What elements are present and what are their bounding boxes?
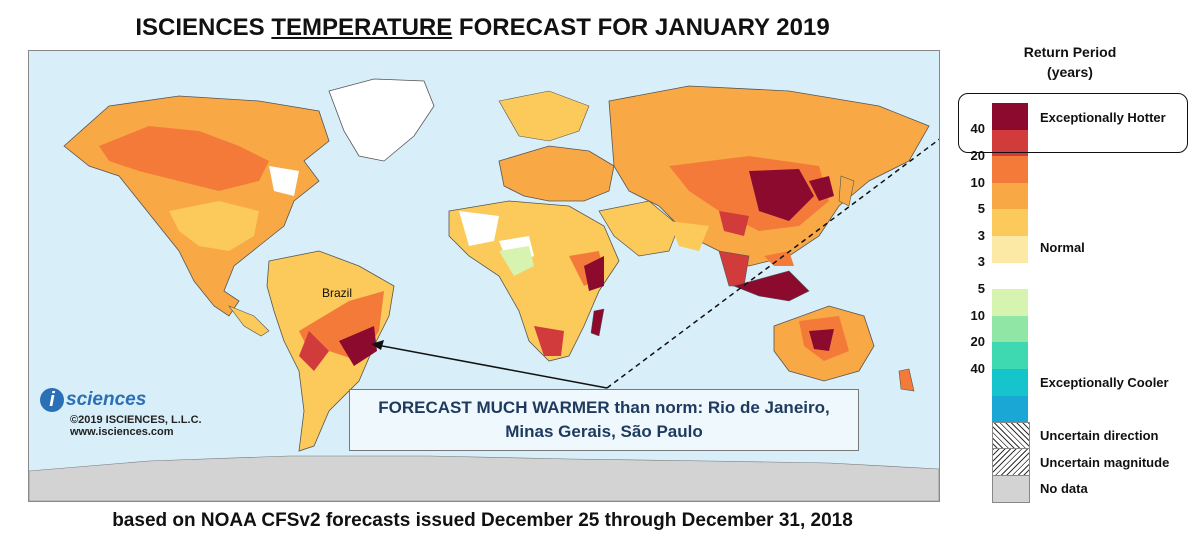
legend-swatch [992, 289, 1028, 316]
legend-swatch [992, 395, 1028, 423]
logo-i-icon: i [40, 388, 64, 412]
legend-tick: 20 [970, 148, 985, 163]
map-title: ISCIENCES TEMPERATURE FORECAST FOR JANUA… [135, 14, 830, 41]
legend-swatch [992, 156, 1028, 183]
world-map-graphic [29, 78, 939, 501]
solid-arrow [376, 344, 608, 389]
website-url: www.isciences.com [70, 426, 174, 438]
legend-color-scale [992, 103, 1028, 449]
no-data-swatch [992, 475, 1030, 503]
legend-tick: 20 [970, 334, 985, 349]
legend-swatch [992, 182, 1028, 210]
isciences-logo: i sciences ©2019 ISCIENCES, L.L.C. www.i… [40, 388, 240, 438]
legend-tick: 5 [977, 281, 985, 296]
legend-tick: 3 [977, 254, 985, 269]
legend-label-hot: Exceptionally Hotter [1040, 110, 1166, 125]
world-map [28, 50, 940, 502]
legend-highlight-box [958, 93, 1188, 153]
legend-swatch [992, 209, 1028, 236]
legend-swatch [992, 368, 1028, 396]
legend-swatch [992, 342, 1028, 369]
logo-wordmark: sciences [66, 389, 147, 410]
copyright-text: ©2019 ISCIENCES, L.L.C. [70, 414, 202, 426]
legend-tick: 3 [977, 228, 985, 243]
legend-tick: 10 [970, 308, 985, 323]
legend-title: Return Period (years) [1023, 44, 1117, 80]
annotation-text: FORECAST MUCH WARMER than norm: Rio de J… [378, 398, 830, 441]
uncertain-direction-swatch [992, 422, 1030, 450]
legend-label-cool: Exceptionally Cooler [1040, 375, 1169, 390]
uncertain-magnitude-swatch [992, 448, 1030, 476]
dashed-arrow [606, 138, 939, 389]
legend-swatch [992, 129, 1028, 157]
brazil-label: Brazil [322, 286, 353, 300]
footer-caption: based on NOAA CFSv2 forecasts issued Dec… [112, 510, 853, 531]
legend-tick: 5 [977, 201, 985, 216]
legend-swatch [992, 235, 1028, 263]
annotation-box: FORECAST MUCH WARMER than norm: Rio de J… [349, 389, 859, 451]
legend-tick: 40 [970, 121, 985, 136]
uncertain-direction-label: Uncertain direction [1040, 428, 1159, 443]
uncertain-magnitude-label: Uncertain magnitude [1040, 455, 1170, 470]
legend-tick: 10 [970, 175, 985, 190]
legend-swatch [992, 315, 1028, 343]
legend-swatch [992, 262, 1028, 290]
legend-swatch [992, 103, 1028, 130]
legend-tick: 40 [970, 361, 985, 376]
no-data-label: No data [1040, 481, 1088, 496]
legend-label-normal: Normal [1040, 240, 1085, 255]
